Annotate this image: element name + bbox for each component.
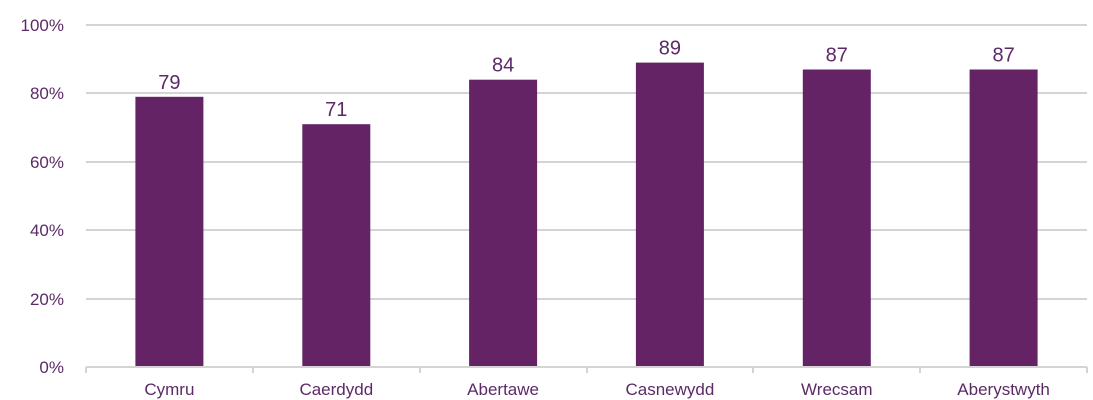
data-label: 84 — [492, 55, 514, 77]
bar-casnewydd — [635, 62, 704, 367]
data-label: 87 — [826, 45, 848, 67]
y-tick-label: 20% — [30, 290, 64, 309]
x-category-label: Caerdydd — [299, 380, 373, 399]
data-label: 71 — [325, 99, 347, 121]
x-category-label: Casnewydd — [625, 380, 714, 399]
y-tick-label: 80% — [30, 84, 64, 103]
bar-abertawe — [469, 79, 538, 367]
y-tick-label: 40% — [30, 221, 64, 240]
x-category-label: Aberystwyth — [957, 380, 1050, 399]
x-category-label: Cymru — [144, 380, 194, 399]
bar-cymru — [135, 96, 204, 368]
gridlines — [86, 24, 1087, 300]
bars — [135, 62, 1038, 368]
y-tick-label: 0% — [39, 358, 64, 377]
y-axis-tick-labels: 0% 20% 40% 60% 80% 100% — [21, 16, 64, 377]
y-tick-label: 100% — [21, 16, 64, 35]
x-category-label: Abertawe — [467, 380, 539, 399]
bar-caerdydd — [302, 124, 371, 367]
x-category-label: Wrecsam — [801, 380, 872, 399]
y-tick-label: 60% — [30, 153, 64, 172]
data-labels: 79 71 84 89 87 87 — [158, 38, 1014, 122]
data-label: 87 — [992, 45, 1014, 67]
x-axis — [85, 366, 1088, 373]
x-axis-category-labels: Cymru Caerdydd Abertawe Casnewydd Wrecsam Abe… — [144, 380, 1050, 399]
data-label: 89 — [659, 38, 681, 60]
data-label: 79 — [158, 72, 180, 94]
bar-wrecsam — [802, 69, 871, 367]
bar-aberystwyth — [969, 69, 1038, 367]
